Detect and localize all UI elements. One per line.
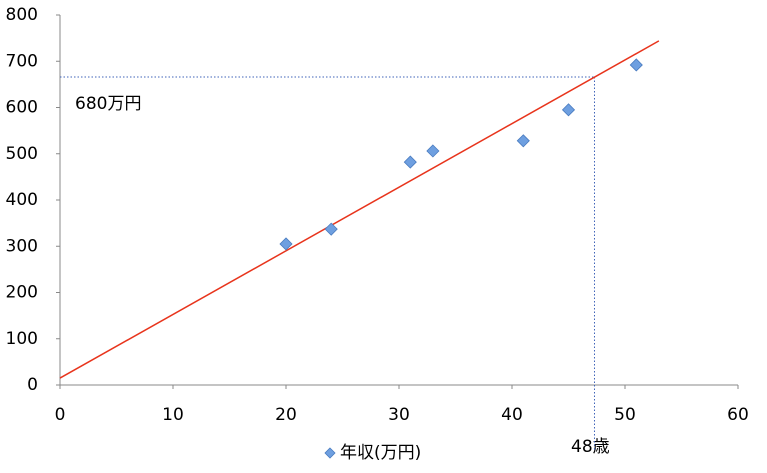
legend-marker [324, 447, 336, 459]
x-tick-label: 60 [727, 405, 749, 425]
y-tick-label: 800 [6, 5, 38, 25]
x-tick-label: 40 [501, 405, 523, 425]
point [561, 103, 576, 117]
point [629, 58, 643, 72]
point [324, 222, 338, 236]
point [279, 237, 293, 251]
y-tick-label: 0 [27, 375, 38, 395]
x-tick-label: 0 [55, 405, 66, 425]
x-tick-label: 20 [275, 405, 297, 425]
y-tick-label: 700 [6, 51, 38, 71]
y-tick-label: 300 [6, 236, 38, 256]
y-tick-label: 400 [6, 190, 38, 210]
y-tick-label: 500 [6, 144, 38, 164]
y-tick-label: 100 [6, 329, 38, 349]
y-tick-label: 200 [6, 283, 38, 303]
legend-label: 年収(万円) [340, 443, 421, 463]
point [403, 155, 417, 169]
point [426, 144, 440, 158]
trendline [59, 40, 660, 379]
x-tick-label: 50 [614, 405, 636, 425]
y-tick-label: 600 [6, 98, 38, 118]
x-tick-label: 10 [162, 405, 184, 425]
annotation: 680万円 [75, 94, 141, 114]
x-tick-label: 30 [388, 405, 410, 425]
annotation: 48歳 [571, 437, 610, 457]
point [516, 134, 530, 148]
